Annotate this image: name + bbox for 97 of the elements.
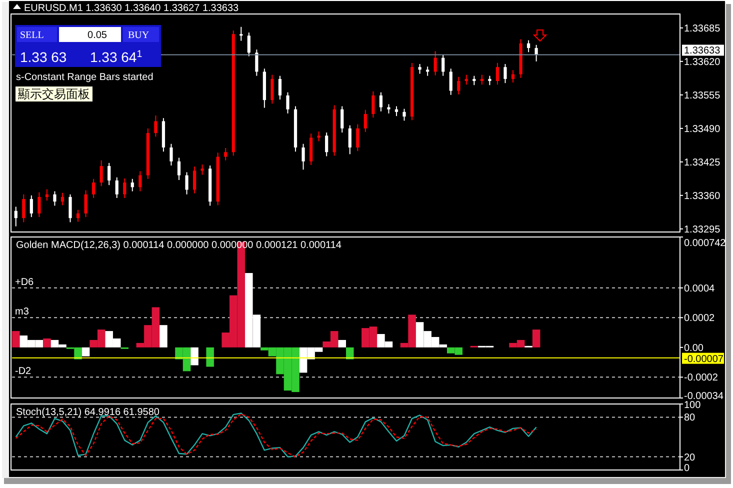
chart-title: EURUSD.M1 1.33630 1.33640 1.33627 1.33633 [24,3,240,14]
candlestick [379,92,383,112]
candlestick [488,75,492,86]
candlestick [372,90,375,118]
candlestick [534,44,538,62]
candlestick [317,131,320,142]
y-tick-label: 0 [684,463,690,474]
candlestick [138,170,142,192]
annotation: SELL [20,30,44,41]
candlestick [60,192,64,206]
y-tick-label: 1.33555 [684,90,721,102]
candlestick [278,75,282,100]
candlestick [457,76,460,95]
annotation: 1.33 63 [20,49,67,65]
candlestick [240,26,243,42]
candlestick [22,194,26,223]
candlestick [38,192,41,218]
y-tick-label: 80 [684,412,696,424]
candlestick [526,40,530,53]
y-tick-label: -0.00034 [684,391,724,402]
candlestick [247,32,250,57]
bar [338,340,346,348]
candlestick [418,63,422,74]
ref-line-label: 1.33633 [684,46,721,57]
candlestick [364,109,367,133]
candlestick [123,178,126,198]
candlestick [270,74,274,104]
candlestick [45,188,49,202]
y-tick-label: 0.0002 [684,313,716,324]
bar [12,331,20,348]
candlestick [442,54,445,76]
y-tick-label: 0.0004 [684,283,716,294]
candlestick [224,147,228,161]
candlestick [496,62,500,86]
candlestick [480,74,484,86]
candlestick [76,209,80,222]
candlestick [348,124,352,155]
y-tick-label: 1.33620 [684,56,721,68]
candlestick [325,132,328,157]
candlestick [255,49,258,76]
bar [346,347,354,360]
y-tick-label: 1.33360 [684,190,721,202]
candlestick [511,70,515,84]
y-tick-label: 0.00 [684,342,704,354]
y-tick-label: 20 [684,452,696,464]
candlestick [108,162,111,186]
annotation: 1.33 64$^{1}$ [90,48,142,65]
ref-line-label: -0.00007 [684,354,724,365]
ref-line-label: m3 [15,306,30,318]
y-tick-label: 100 [684,400,702,411]
candlestick [130,178,134,192]
candlestick [449,68,452,96]
bar [160,325,168,348]
chart-title: Stoch(13,5,21) 64.9916 61.9580 [16,407,160,418]
annotation: 顯示交易面板 [18,87,90,101]
candlestick [356,124,360,152]
candlestick [426,66,430,76]
y-tick-label: 1.33490 [684,124,721,135]
candlestick [170,143,173,166]
candlestick [30,194,33,218]
candlestick [286,92,290,114]
candlestick [14,206,18,227]
candlestick [302,143,305,170]
annotation: BUY [128,30,150,41]
candlestick [177,157,181,180]
candlestick [464,74,468,86]
candlestick [472,75,476,86]
candlestick [185,172,188,195]
bar [190,347,198,366]
candlestick [340,106,344,134]
ref-line-label: +D6 [15,276,34,288]
candlestick [504,63,507,84]
candlestick [200,164,204,176]
y-tick-label: -0.0002 [684,372,718,384]
candlestick [100,160,103,187]
candlestick [402,108,406,122]
candlestick [192,166,196,194]
candlestick [115,176,118,198]
bar [206,347,214,367]
candlestick [154,115,158,138]
y-tick-label: 1.33295 [684,224,721,236]
candlestick [53,190,56,206]
candlestick [394,106,398,117]
bar [532,330,540,348]
candlestick [434,50,437,76]
candlestick [387,104,390,114]
candlestick [309,133,313,166]
candlestick [92,178,96,198]
y-tick-label: 1.33425 [684,157,721,168]
candlestick [84,190,88,218]
ref-line-label: -D2 [15,366,32,378]
bar [43,338,51,348]
y-tick-label: 1.33685 [684,23,721,34]
candlestick [68,194,72,223]
annotation: 0.05 [88,30,108,41]
annotation: s-Constant Range Bars started [16,72,154,83]
bar [82,347,90,356]
